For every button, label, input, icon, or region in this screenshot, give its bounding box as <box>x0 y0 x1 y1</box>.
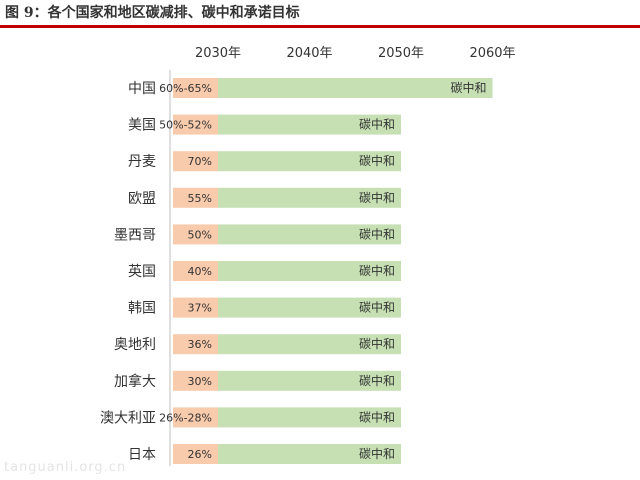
bar-neutrality <box>218 297 401 318</box>
data-label-neutrality: 碳中和 <box>359 446 395 461</box>
bar-neutrality <box>218 224 401 245</box>
x-tick-label: 2030年 <box>195 46 241 61</box>
category-label: 墨西哥 <box>114 227 156 243</box>
bar-neutrality <box>218 444 401 464</box>
data-label-reduction: 26%-28% <box>159 411 212 424</box>
title-rule <box>0 25 640 28</box>
data-label-neutrality: 碳中和 <box>359 190 395 205</box>
bar-neutrality <box>218 187 401 208</box>
data-label-neutrality: 碳中和 <box>450 80 486 95</box>
data-label-reduction: 26% <box>188 448 212 461</box>
data-label-reduction: 36% <box>188 338 212 351</box>
data-label-neutrality: 碳中和 <box>359 263 395 278</box>
x-tick-label: 2050年 <box>378 46 424 61</box>
data-label-neutrality: 碳中和 <box>359 226 395 241</box>
data-label-reduction: 50%-52% <box>159 119 212 132</box>
bar-neutrality <box>218 370 401 391</box>
bar-reduction <box>173 444 218 464</box>
category-label: 欧盟 <box>128 191 156 207</box>
data-label-neutrality: 碳中和 <box>359 300 395 315</box>
category-label: 丹麦 <box>128 154 156 170</box>
data-label-reduction: 30% <box>188 375 212 388</box>
data-label-neutrality: 碳中和 <box>359 117 395 132</box>
bar-reduction <box>173 224 218 245</box>
bar-neutrality <box>218 261 401 281</box>
bar-neutrality <box>218 114 401 135</box>
data-label-reduction: 55% <box>188 192 212 205</box>
bar-reduction <box>173 370 218 391</box>
bar-neutrality <box>218 407 401 428</box>
bar-reduction <box>173 114 218 135</box>
bar-reduction <box>173 297 218 318</box>
category-label: 加拿大 <box>114 373 156 390</box>
bar-neutrality <box>218 334 401 355</box>
category-label: 澳大利亚 <box>100 410 156 426</box>
data-label-reduction: 70% <box>188 155 212 168</box>
data-label-reduction: 50% <box>188 228 212 241</box>
x-tick-label: 2040年 <box>286 46 332 61</box>
bar-reduction <box>173 334 218 355</box>
category-label: 英国 <box>128 263 156 280</box>
bar-reduction <box>173 78 218 98</box>
data-label-reduction: 37% <box>188 302 212 315</box>
data-label-neutrality: 碳中和 <box>359 409 395 424</box>
data-label-neutrality: 碳中和 <box>359 336 395 351</box>
data-label-neutrality: 碳中和 <box>359 153 395 168</box>
data-label-reduction: 60%-65% <box>159 82 212 95</box>
category-label: 奥地利 <box>114 336 156 353</box>
bar-neutrality <box>218 78 493 98</box>
bar-reduction <box>173 407 218 428</box>
data-label-neutrality: 碳中和 <box>359 373 395 388</box>
x-tick-label: 2060年 <box>469 46 515 61</box>
category-label: 中国 <box>128 81 156 97</box>
data-label-reduction: 40% <box>188 265 212 278</box>
bar-reduction <box>173 187 218 208</box>
bar-reduction <box>173 151 218 172</box>
watermark: tanguanli.org.cn <box>4 460 127 475</box>
figure-title: 图 9：各个国家和地区碳减排、碳中和承诺目标 <box>5 5 300 21</box>
bar-neutrality <box>218 151 401 172</box>
category-label: 韩国 <box>128 301 156 317</box>
category-label: 美国 <box>128 118 156 134</box>
bar-reduction <box>173 261 218 281</box>
category-label: 日本 <box>128 447 156 463</box>
